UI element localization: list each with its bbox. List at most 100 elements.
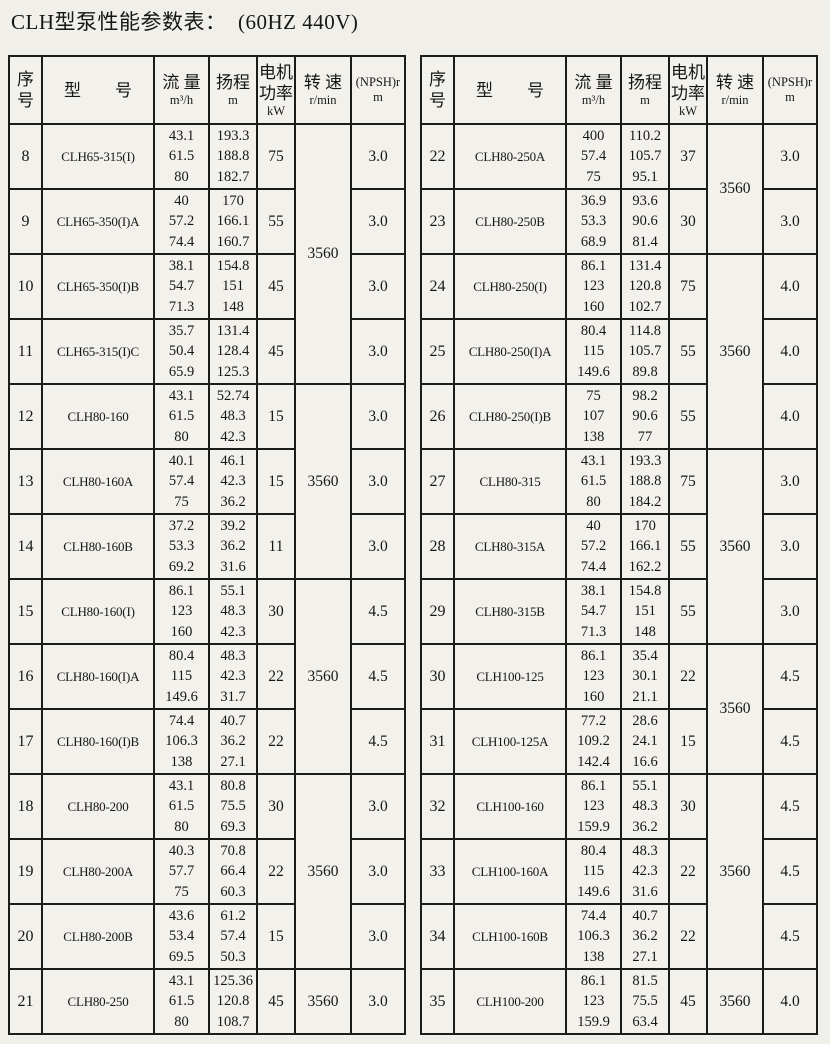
cell-flow: 43.6 53.4 69.5	[153, 903, 210, 970]
table-row: 21 CLH80-250 43.1 61.5 80 125.36 120.8 108.7 45 3…	[8, 968, 406, 1035]
header-npsh: (NPSH)r m	[350, 55, 406, 125]
cell-head: 81.5 75.5 63.4	[620, 968, 670, 1035]
cell-head: 154.8 151 148	[208, 253, 258, 320]
cell-npsh: 3.0	[350, 903, 406, 970]
header-model: 型 号	[453, 55, 567, 125]
cell-head: 170 166.1 160.7	[208, 188, 258, 255]
cell-speed: 3560	[706, 773, 764, 970]
cell-serial: 9	[8, 188, 43, 255]
cell-model: CLH80-250A	[453, 123, 567, 190]
cell-model: CLH65-315(I)C	[41, 318, 155, 385]
cell-model: CLH80-315	[453, 448, 567, 515]
pump-parameters-table-right: 序号型 号流 量 m³/h 扬程 m 电机 功率 kW 转 速 r/min (NPSH)r m 22 C…	[420, 55, 818, 1035]
table-row: 25 CLH80-250(I)A 80.4 115 149.6 114.8 105.7 89.…	[420, 318, 818, 385]
cell-npsh: 4.5	[762, 838, 818, 905]
pump-parameters-table-left: 序号型 号流 量 m³/h 扬程 m 电机 功率 kW 转 速 r/min (NPSH)r m 8 CL…	[8, 55, 406, 1035]
table-row: 17 CLH80-160(I)B 74.4 106.3 138 40.7 36.2 27.1 2…	[8, 708, 406, 775]
cell-flow: 86.1 123 160	[565, 643, 622, 710]
cell-power: 45	[256, 253, 296, 320]
cell-serial: 26	[420, 383, 455, 450]
cell-serial: 13	[8, 448, 43, 515]
cell-power: 45	[256, 318, 296, 385]
cell-npsh: 4.5	[350, 708, 406, 775]
table-row: 12 CLH80-160 43.1 61.5 80 52.74 48.3 42.3 15 3560…	[8, 383, 406, 580]
cell-npsh: 3.0	[350, 838, 406, 905]
cell-flow: 74.4 106.3 138	[153, 708, 210, 775]
cell-npsh: 4.5	[762, 773, 818, 840]
cell-head: 55.1 48.3 36.2	[620, 773, 670, 840]
cell-serial: 19	[8, 838, 43, 905]
cell-npsh: 4.5	[762, 903, 818, 970]
cell-head: 131.4 128.4 125.3	[208, 318, 258, 385]
cell-power: 15	[256, 448, 296, 515]
cell-flow: 38.1 54.7 71.3	[153, 253, 210, 320]
cell-flow: 86.1 123 159.9	[565, 773, 622, 840]
header-npsh: (NPSH)r m	[762, 55, 818, 125]
cell-model: CLH80-200B	[41, 903, 155, 970]
cell-npsh: 3.0	[762, 513, 818, 580]
cell-head: 154.8 151 148	[620, 578, 670, 645]
cell-power: 30	[668, 773, 708, 840]
header-flow: 流 量 m³/h	[565, 55, 622, 125]
cell-serial: 27	[420, 448, 455, 515]
cell-head: 98.2 90.6 77	[620, 383, 670, 450]
cell-flow: 40 57.2 74.4	[565, 513, 622, 580]
cell-speed: 3560	[294, 968, 352, 1035]
cell-npsh: 4.0	[762, 253, 818, 320]
cell-head: 35.4 30.1 21.1	[620, 643, 670, 710]
cell-power: 75	[256, 123, 296, 190]
cell-model: CLH100-125A	[453, 708, 567, 775]
table-row: 34 CLH100-160B 74.4 106.3 138 40.7 36.2 27.1 22 4…	[420, 903, 818, 970]
cell-power: 22	[256, 838, 296, 905]
cell-flow: 38.1 54.7 71.3	[565, 578, 622, 645]
cell-head: 80.8 75.5 69.3	[208, 773, 258, 840]
cell-npsh: 3.0	[350, 318, 406, 385]
cell-power: 15	[256, 383, 296, 450]
cell-flow: 400 57.4 75	[565, 123, 622, 190]
cell-head: 52.74 48.3 42.3	[208, 383, 258, 450]
cell-flow: 43.1 61.5 80	[153, 123, 210, 190]
cell-speed: 3560	[706, 253, 764, 450]
cell-power: 45	[668, 968, 708, 1035]
table-row: 27 CLH80-315 43.1 61.5 80 193.3 188.8 184.2 75 35…	[420, 448, 818, 645]
cell-model: CLH100-160A	[453, 838, 567, 905]
cell-npsh: 4.0	[762, 318, 818, 385]
header-model: 型 号	[41, 55, 155, 125]
cell-model: CLH80-250	[41, 968, 155, 1035]
cell-head: 131.4 120.8 102.7	[620, 253, 670, 320]
cell-npsh: 4.5	[762, 643, 818, 710]
cell-head: 40.7 36.2 27.1	[208, 708, 258, 775]
cell-flow: 86.1 123 160	[153, 578, 210, 645]
cell-head: 193.3 188.8 182.7	[208, 123, 258, 190]
table-row: 18 CLH80-200 43.1 61.5 80 80.8 75.5 69.3 30 3560 3…	[8, 773, 406, 970]
cell-speed: 3560	[294, 123, 352, 385]
table-row: 33 CLH100-160A 80.4 115 149.6 48.3 42.3 31.6 22 4…	[420, 838, 818, 905]
cell-power: 15	[256, 903, 296, 970]
cell-flow: 40.1 57.4 75	[153, 448, 210, 515]
cell-flow: 80.4 115 149.6	[153, 643, 210, 710]
table-row: 24 CLH80-250(I) 86.1 123 160 131.4 120.8 102.7 7…	[420, 253, 818, 450]
cell-model: CLH80-160A	[41, 448, 155, 515]
table-row: 10 CLH65-350(I)B 38.1 54.7 71.3 154.8 151 148 45…	[8, 253, 406, 320]
header-row: 序号型 号流 量 m³/h 扬程 m 电机 功率 kW 转 速 r/min (NPSH)r m	[420, 55, 818, 125]
table-row: 32 CLH100-160 86.1 123 159.9 55.1 48.3 36.2 30 35…	[420, 773, 818, 970]
cell-serial: 35	[420, 968, 455, 1035]
cell-speed: 3560	[294, 383, 352, 580]
cell-power: 15	[668, 708, 708, 775]
cell-model: CLH80-160(I)	[41, 578, 155, 645]
cell-power: 75	[668, 253, 708, 320]
cell-flow: 86.1 123 160	[565, 253, 622, 320]
cell-power: 55	[668, 578, 708, 645]
cell-head: 55.1 48.3 42.3	[208, 578, 258, 645]
cell-serial: 14	[8, 513, 43, 580]
cell-head: 114.8 105.7 89.8	[620, 318, 670, 385]
cell-npsh: 3.0	[762, 578, 818, 645]
cell-npsh: 4.5	[350, 578, 406, 645]
cell-npsh: 4.5	[350, 643, 406, 710]
cell-head: 93.6 90.6 81.4	[620, 188, 670, 255]
header-speed: 转 速 r/min	[706, 55, 764, 125]
cell-flow: 40.3 57.7 75	[153, 838, 210, 905]
table-row: 20 CLH80-200B 43.6 53.4 69.5 61.2 57.4 50.3 15 3.…	[8, 903, 406, 970]
cell-power: 55	[668, 513, 708, 580]
cell-flow: 43.1 61.5 80	[153, 383, 210, 450]
